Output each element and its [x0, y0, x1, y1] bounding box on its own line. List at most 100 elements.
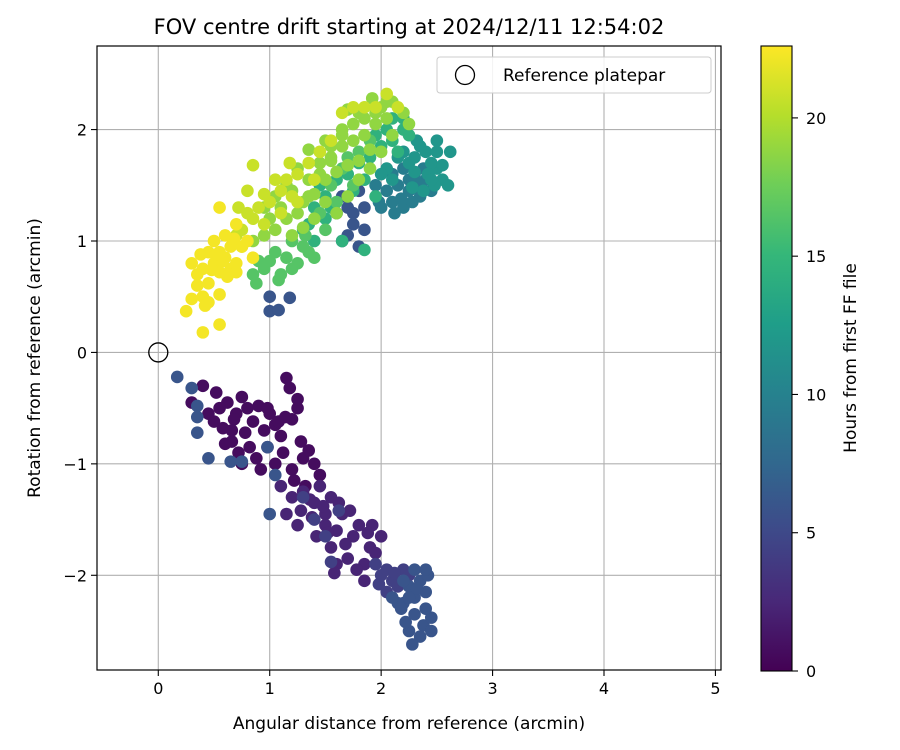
data-point [424, 156, 438, 170]
data-point [179, 304, 193, 318]
data-point [190, 426, 204, 439]
data-point [330, 206, 343, 220]
data-point [394, 192, 408, 205]
colorbar-tick-label: 5 [806, 524, 816, 543]
data-point [170, 370, 184, 384]
data-point [285, 262, 299, 276]
data-point [202, 277, 215, 290]
data-point [224, 455, 238, 468]
data-point [424, 173, 438, 187]
data-point [190, 268, 204, 281]
data-point [291, 206, 304, 220]
y-axis-ticks: −2 −1 0 1 2 [63, 121, 97, 585]
data-point [196, 379, 210, 393]
data-point [254, 463, 268, 476]
data-point [372, 577, 386, 591]
data-point [241, 401, 254, 415]
data-point [443, 145, 457, 159]
data-point [291, 195, 304, 209]
y-tick-label: 2 [77, 121, 87, 140]
data-point [307, 212, 321, 226]
data-point [274, 206, 288, 220]
data-point [374, 529, 388, 543]
data-point [185, 256, 199, 270]
data-point [274, 184, 288, 198]
data-point [341, 552, 355, 565]
data-point [391, 145, 405, 159]
data-point [374, 145, 388, 159]
x-tick-label: 4 [599, 679, 609, 698]
data-point [221, 396, 234, 409]
data-point [227, 412, 241, 426]
y-tick-label: 0 [77, 343, 87, 362]
data-point [190, 279, 204, 292]
chart-title: FOV centre drift starting at 2024/12/11 … [154, 15, 665, 39]
data-point [294, 504, 308, 517]
data-point [369, 190, 382, 203]
data-point [274, 429, 288, 443]
data-point [324, 134, 338, 148]
data-point [268, 173, 282, 187]
plot-frame [96, 45, 722, 671]
data-point [190, 410, 204, 424]
data-point [291, 401, 304, 415]
data-point [346, 100, 360, 114]
data-point [352, 518, 366, 532]
data-point [257, 229, 271, 242]
data-point [402, 591, 416, 604]
data-point [402, 117, 416, 131]
data-point [374, 167, 388, 181]
colorbar-gradient [760, 45, 793, 672]
data-point [229, 217, 243, 231]
data-point [319, 223, 332, 237]
data-point [339, 537, 352, 551]
data-point [324, 541, 338, 554]
x-tick-label: 1 [265, 679, 275, 698]
data-point [313, 156, 327, 170]
data-point [358, 201, 371, 214]
data-point [385, 591, 399, 604]
data-point [280, 173, 293, 187]
data-point [358, 128, 371, 142]
colorbar-tick-label: 20 [806, 109, 826, 128]
data-point [257, 187, 271, 201]
data-point [235, 455, 249, 468]
data-points [170, 87, 457, 651]
legend: Reference platepar [436, 56, 712, 94]
reference-platepar-point [148, 342, 169, 363]
data-point [385, 128, 399, 142]
data-point [369, 178, 382, 192]
data-point [291, 392, 304, 406]
colorbar-tick-label: 0 [806, 662, 816, 681]
data-point [341, 158, 355, 172]
data-point [302, 444, 316, 457]
data-point [294, 435, 308, 448]
data-point [408, 607, 421, 621]
data-point [252, 201, 265, 214]
data-point [207, 234, 221, 248]
data-point [391, 100, 405, 114]
y-axis-label: Rotation from reference (arcmin) [25, 218, 45, 498]
data-point [213, 318, 226, 331]
data-point [313, 145, 327, 159]
data-point [283, 381, 297, 395]
data-point [310, 529, 323, 543]
y-tick-label: 1 [77, 232, 87, 251]
data-point [250, 277, 263, 290]
data-point [243, 440, 256, 454]
data-point [380, 184, 394, 198]
data-point [287, 474, 301, 487]
data-point [388, 206, 401, 220]
data-point [313, 479, 327, 493]
data-point [406, 195, 419, 209]
legend-frame [436, 56, 712, 94]
data-point [280, 507, 293, 521]
data-point [328, 566, 341, 580]
data-point [419, 563, 433, 577]
data-point [198, 299, 212, 312]
data-point [235, 390, 249, 404]
data-point [380, 112, 394, 125]
data-point [268, 468, 282, 482]
data-point [263, 507, 277, 521]
